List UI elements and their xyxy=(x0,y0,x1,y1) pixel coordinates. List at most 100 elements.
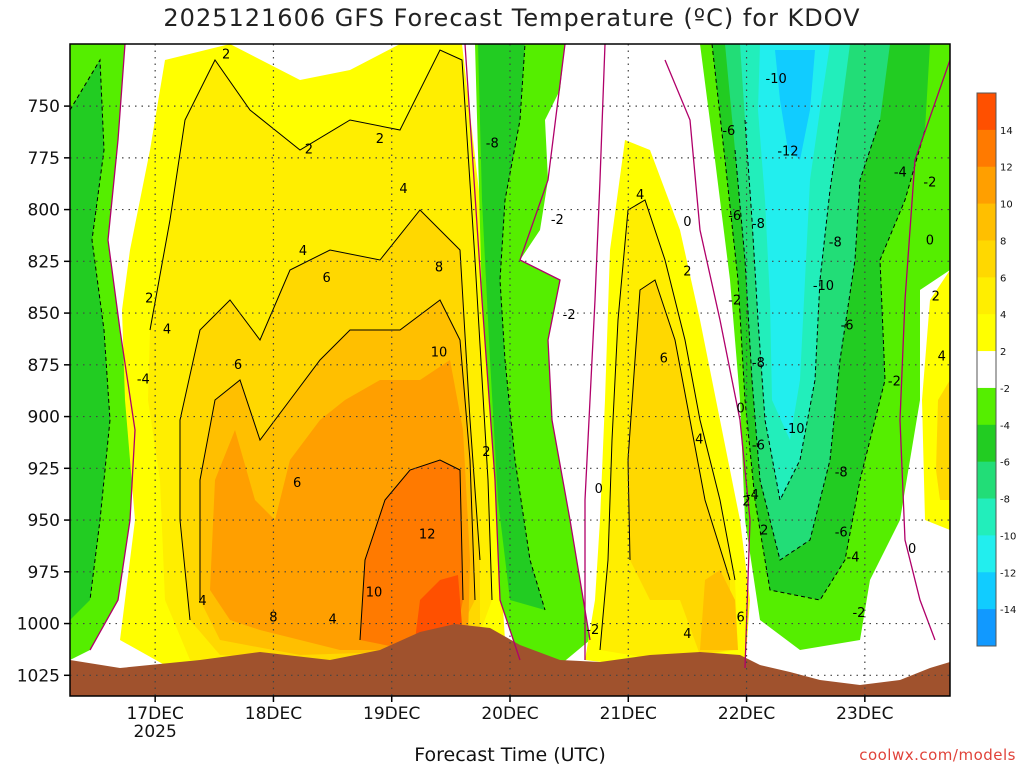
contour-label: -8 xyxy=(486,136,499,151)
colorbar-swatch xyxy=(977,387,996,426)
contour-label: 2 xyxy=(376,132,384,147)
contour-label: 2 xyxy=(760,523,768,538)
contour-lines xyxy=(70,44,950,669)
colorbar-swatch xyxy=(977,535,996,573)
colorbar-label: 6 xyxy=(1000,273,1006,284)
contour-label: -8 xyxy=(752,356,765,371)
contour-label: 6 xyxy=(293,476,301,491)
colorbar-label: -12 xyxy=(1000,568,1016,579)
y-tick-label: 1000 xyxy=(17,615,60,635)
y-tick-label: 825 xyxy=(28,252,60,272)
contour-label: -4 xyxy=(847,550,860,565)
contour-label: 0 xyxy=(908,542,916,557)
contour-zero-6 xyxy=(899,59,950,641)
contour-label: 12 xyxy=(419,528,436,543)
contour-label: -6 xyxy=(728,209,741,224)
colorbar-swatch xyxy=(977,240,996,278)
contour-label: -4 xyxy=(894,165,907,180)
contour-label: -4 xyxy=(746,488,759,503)
contour-label: 2 xyxy=(482,445,490,460)
region-6-second xyxy=(628,280,730,655)
contour-label: 6 xyxy=(234,358,242,373)
contour-dashed-2 xyxy=(711,44,926,601)
colorbar-swatch xyxy=(977,277,996,315)
colorbar-swatch xyxy=(977,498,996,536)
contour-label: -2 xyxy=(586,623,599,638)
chart-title: 2025121606 GFS Forecast Temperature (ºC)… xyxy=(163,4,861,32)
contour-label: -8 xyxy=(835,465,848,480)
contour-zero-4 xyxy=(584,44,606,660)
contour-label: -2 xyxy=(728,294,741,309)
colorbar-swatch xyxy=(977,203,996,241)
contour-label: -2 xyxy=(888,374,901,389)
colorbar-label: -10 xyxy=(1000,531,1016,542)
contour-label: 4 xyxy=(636,188,644,203)
credit-link[interactable]: coolwx.com/models xyxy=(859,746,1016,764)
y-axis: 750 775 800 825 850 875 900 925 950 975 1000 1025 xyxy=(17,97,70,686)
contour-label: -2 xyxy=(563,308,576,323)
x-tick-label: 17DEC xyxy=(126,704,183,724)
region-14-main xyxy=(415,575,462,640)
colorbar-swatch xyxy=(977,609,996,647)
grid-lines xyxy=(70,44,950,696)
contour-label: -12 xyxy=(777,145,798,160)
contour-label: 2 xyxy=(222,47,230,62)
contour-label: 4 xyxy=(938,350,946,365)
colorbar-label: 14 xyxy=(1000,126,1013,137)
colorbar-label: 10 xyxy=(1000,200,1013,211)
contour-label: 10 xyxy=(366,586,383,601)
region-minus4-mid xyxy=(478,44,545,610)
contour-zero-1 xyxy=(89,44,136,651)
contour-label: 2 xyxy=(305,143,313,158)
x-tick-label: 18DEC xyxy=(245,704,302,724)
colorbar-label: -2 xyxy=(1000,384,1010,395)
contour-label: -6 xyxy=(835,525,848,540)
contour-zero-2 xyxy=(464,44,521,661)
region-minus12-right xyxy=(775,50,815,160)
colorbar-label: -4 xyxy=(1000,421,1010,432)
contour-zero-3 xyxy=(519,44,591,641)
y-tick-label: 900 xyxy=(28,408,60,428)
x-tick-label: 19DEC xyxy=(363,704,420,724)
contour-label: -2 xyxy=(852,606,865,621)
y-tick-label: 1025 xyxy=(17,666,60,686)
colorbar-swatch xyxy=(977,461,996,500)
contour-label: -2 xyxy=(923,176,936,191)
y-tick-label: 750 xyxy=(28,97,60,117)
region-8-second xyxy=(700,570,738,650)
contour-label: 0 xyxy=(595,482,603,497)
colorbar-label: -14 xyxy=(1000,605,1016,616)
x-tick-label: 21DEC xyxy=(600,704,657,724)
contour-label: -6 xyxy=(752,439,765,454)
colorbar-swatch xyxy=(977,314,996,352)
contour-label: 6 xyxy=(660,352,668,367)
contour-label: 8 xyxy=(269,610,277,625)
contour-label: 4 xyxy=(399,182,407,197)
y-tick-label: 775 xyxy=(28,149,60,169)
colorbar-label: -6 xyxy=(1000,458,1010,469)
contour-label: 8 xyxy=(435,261,443,276)
contour-dashed-4 xyxy=(744,119,841,502)
colorbar-frame xyxy=(976,92,997,647)
contour-labels: -4242468264642410810122-8-2-2-2040462406… xyxy=(137,47,946,642)
contour-label: -6 xyxy=(841,318,854,333)
colorbar-swatch xyxy=(977,129,996,168)
region-minus4-left xyxy=(70,60,110,620)
contour-label: 4 xyxy=(683,627,691,642)
contour-label: 2 xyxy=(932,290,940,305)
contour-label: 4 xyxy=(299,244,307,259)
contour-label: 2 xyxy=(145,292,153,307)
colorbar-label: -8 xyxy=(1000,495,1010,506)
colorbar-label: 2 xyxy=(1000,347,1006,358)
contour-label: 6 xyxy=(323,271,331,286)
contour-label: -8 xyxy=(752,217,765,232)
contour-label: 10 xyxy=(431,345,448,360)
contour-solid-3 xyxy=(199,299,476,601)
contour-label: -10 xyxy=(813,279,834,294)
contour-label: -8 xyxy=(829,236,842,251)
contour-label: -4 xyxy=(137,372,150,387)
x-tick-label: 20DEC xyxy=(481,704,538,724)
colorbar: 14 12 10 8 6 4 2 -2 -4 -6 -8 -10 -12 -14 xyxy=(976,92,1016,647)
colorbar-swatch xyxy=(977,572,996,610)
contour-label: 0 xyxy=(683,215,691,230)
